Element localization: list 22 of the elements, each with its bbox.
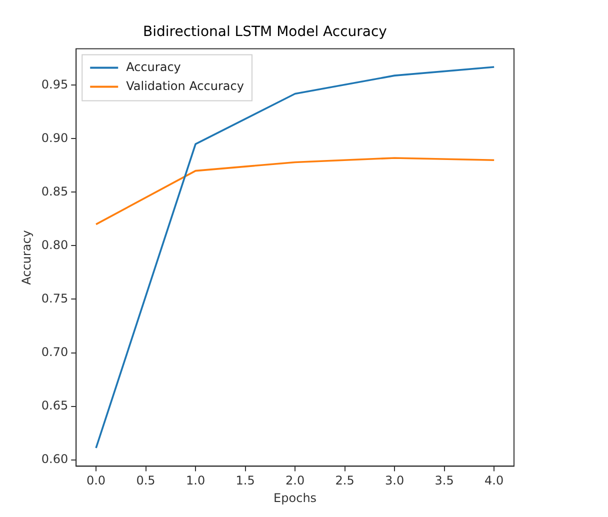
x-tick-label: 2.0 <box>286 474 305 488</box>
x-tick-label: 0.0 <box>86 474 106 488</box>
y-tick-label: 0.85 <box>41 184 68 198</box>
legend-label: Accuracy <box>126 60 181 74</box>
y-tick-label: 0.80 <box>41 238 68 252</box>
y-tick-label: 0.70 <box>41 344 68 359</box>
legend-label: Validation Accuracy <box>126 78 244 93</box>
y-tick-label: 0.65 <box>41 398 68 412</box>
y-tick-label: 0.90 <box>41 130 68 145</box>
x-tick-label: 1.5 <box>236 474 255 488</box>
y-tick-label: 0.95 <box>41 77 68 92</box>
x-tick-label: 0.5 <box>136 474 156 488</box>
y-tick-label: 0.60 <box>41 452 68 466</box>
x-tick-label: 3.5 <box>434 474 454 488</box>
x-tick-label: 3.0 <box>385 474 404 488</box>
x-tick-label: 1.0 <box>186 474 206 488</box>
x-tick-label: 4.0 <box>484 474 504 488</box>
y-tick-label: 0.75 <box>41 291 68 306</box>
x-tick-label: 2.5 <box>335 474 354 488</box>
x-axis-title: Epochs <box>274 490 317 505</box>
chart-title: Bidirectional LSTM Model Accuracy <box>143 24 387 40</box>
y-axis-title: Accuracy <box>19 230 34 285</box>
